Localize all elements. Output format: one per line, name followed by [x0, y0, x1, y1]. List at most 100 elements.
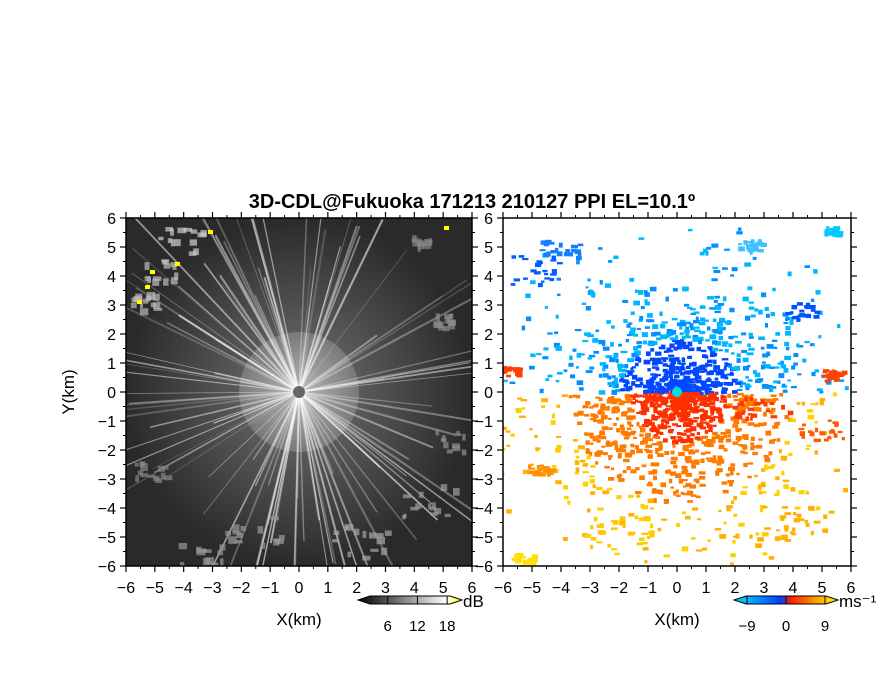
- velocity-gate: [627, 372, 633, 376]
- velocity-gate: [642, 541, 648, 545]
- velocity-gate: [758, 239, 762, 244]
- velocity-gate: [644, 299, 648, 303]
- velocity-gate: [633, 346, 639, 351]
- velocity-gate: [778, 373, 785, 379]
- velocity-gate: [563, 252, 570, 257]
- velocity-gate: [669, 376, 674, 382]
- velocity-gate: [777, 362, 782, 365]
- velocity-gate: [662, 413, 667, 418]
- velocity-gate: [599, 523, 604, 529]
- velocity-gate: [669, 392, 673, 396]
- velocity-gate: [680, 321, 687, 327]
- reflectivity-echo: [205, 557, 215, 565]
- velocity-gate: [742, 357, 749, 363]
- velocity-gate: [590, 537, 597, 541]
- velocity-gate: [555, 379, 560, 383]
- velocity-gate: [668, 428, 675, 432]
- y-axis-label: Y(km): [59, 369, 78, 414]
- velocity-gate: [723, 521, 727, 525]
- velocity-gate: [675, 404, 681, 408]
- velocity-gate: [738, 444, 743, 447]
- velocity-gate: [608, 456, 612, 461]
- reflectivity-echo: [190, 229, 198, 234]
- velocity-gate: [669, 399, 676, 404]
- velocity-gate: [745, 240, 752, 244]
- velocity-gate: [521, 556, 527, 559]
- velocity-gate: [728, 481, 733, 487]
- velocity-gate: [655, 337, 662, 341]
- reflectivity-ray: [297, 391, 300, 499]
- velocity-gate: [730, 416, 736, 421]
- reflectivity-echo: [232, 524, 240, 533]
- reflectivity-ray: [298, 362, 471, 393]
- velocity-gate: [686, 490, 694, 496]
- x-tick-label: 2: [731, 580, 740, 597]
- velocity-gate: [596, 486, 603, 491]
- reflectivity-echo: [153, 307, 163, 311]
- reflectivity-ray: [298, 391, 433, 407]
- velocity-gate: [669, 337, 676, 341]
- y-tick-label: 5: [484, 240, 493, 257]
- velocity-gate: [782, 479, 790, 482]
- velocity-gate: [568, 395, 573, 399]
- velocity-gate: [724, 348, 729, 353]
- velocity-gate: [517, 397, 523, 400]
- velocity-gate: [607, 487, 613, 491]
- velocity-gate: [666, 364, 673, 368]
- velocity-gate: [754, 372, 761, 378]
- velocity-gate: [710, 372, 714, 376]
- velocity-gate: [713, 384, 718, 388]
- velocity-gate: [531, 554, 539, 559]
- velocity-gate: [731, 267, 738, 272]
- velocity-gate: [781, 385, 788, 388]
- velocity-gate: [747, 379, 753, 382]
- velocity-gate: [643, 395, 649, 398]
- x-tick-label: −6: [494, 580, 512, 597]
- velocity-gate: [665, 296, 669, 302]
- reflectivity-ray: [298, 225, 358, 393]
- velocity-gate: [835, 371, 842, 375]
- velocity-gate: [747, 384, 752, 388]
- velocity-gate: [637, 377, 643, 381]
- y-tick-label: −6: [98, 559, 116, 576]
- velocity-gate: [639, 381, 644, 386]
- reflectivity-echo: [353, 528, 360, 536]
- velocity-gate: [660, 386, 666, 390]
- velocity-gate: [506, 374, 512, 378]
- velocity-gate: [731, 378, 739, 383]
- velocity-gate: [675, 346, 682, 350]
- velocity-gate: [728, 466, 735, 472]
- reflectivity-echo: [462, 433, 466, 441]
- velocity-gate: [727, 393, 732, 399]
- velocity-gate: [704, 390, 712, 395]
- velocity-gate: [618, 478, 625, 482]
- velocity-gate: [774, 536, 781, 541]
- velocity-gate: [721, 358, 729, 361]
- velocity-gate: [509, 381, 516, 385]
- velocity-gate: [659, 311, 663, 317]
- velocity-gate: [791, 304, 798, 310]
- reflectivity-echo: [384, 530, 392, 536]
- velocity-gate: [658, 489, 663, 495]
- reflectivity-ray: [214, 372, 300, 393]
- velocity-gate: [635, 491, 642, 495]
- reflectivity-echo: [170, 262, 177, 268]
- velocity-gate: [722, 342, 728, 347]
- y-tick-label: −1: [475, 414, 493, 431]
- velocity-gate: [809, 343, 815, 347]
- velocity-gate: [865, 420, 869, 423]
- reflectivity-colorbar: 6 12 18 dB: [356, 592, 484, 635]
- velocity-gate: [738, 522, 745, 527]
- velocity-gate: [760, 399, 765, 405]
- velocity-gate: [711, 436, 716, 440]
- reflectivity-echo: [179, 561, 185, 566]
- velocity-gate: [574, 472, 580, 475]
- velocity-gate: [705, 355, 709, 359]
- reflectivity-echo: [273, 538, 280, 546]
- velocity-gate: [695, 379, 703, 384]
- velocity-gate: [712, 318, 717, 323]
- velocity-gate: [783, 525, 789, 529]
- velocity-gate: [715, 470, 720, 475]
- velocity-gate: [697, 397, 705, 402]
- reflectivity-ray: [126, 306, 300, 393]
